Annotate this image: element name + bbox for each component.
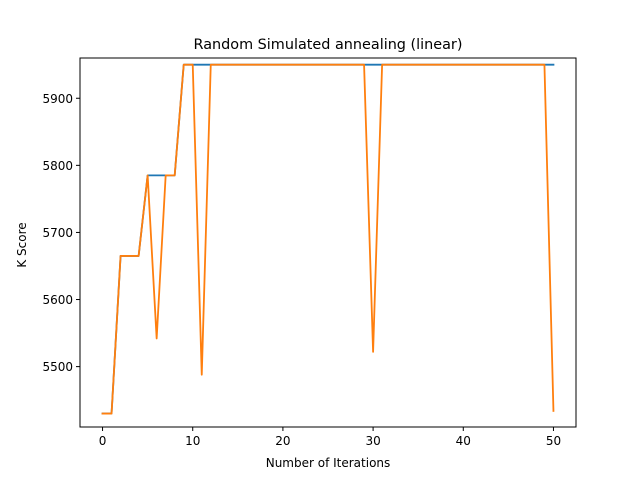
axes-layer: 0 10 20 30 40 50 5500 5600 5700 5800 5900 <box>42 57 577 448</box>
x-tick-label: 0 <box>99 434 107 448</box>
x-axis-label: Number of Iterations <box>266 456 391 470</box>
y-tick-label: 5900 <box>42 92 73 106</box>
series-layer <box>101 63 555 415</box>
y-tick-label: 5800 <box>42 159 73 173</box>
plot-frame <box>79 57 577 428</box>
x-tick-label: 20 <box>275 434 290 448</box>
x-tick-label: 50 <box>546 434 561 448</box>
x-tick-label: 10 <box>185 434 200 448</box>
y-tick-label: 5600 <box>42 293 73 307</box>
x-tick-label: 40 <box>456 434 471 448</box>
y-axis-label: K Score <box>15 222 29 267</box>
x-tick-label: 30 <box>365 434 380 448</box>
y-tick-label: 5500 <box>42 360 73 374</box>
series-line-2 <box>101 63 555 415</box>
y-tick-label: 5700 <box>42 226 73 240</box>
chart-title: Random Simulated annealing (linear) <box>194 37 463 53</box>
